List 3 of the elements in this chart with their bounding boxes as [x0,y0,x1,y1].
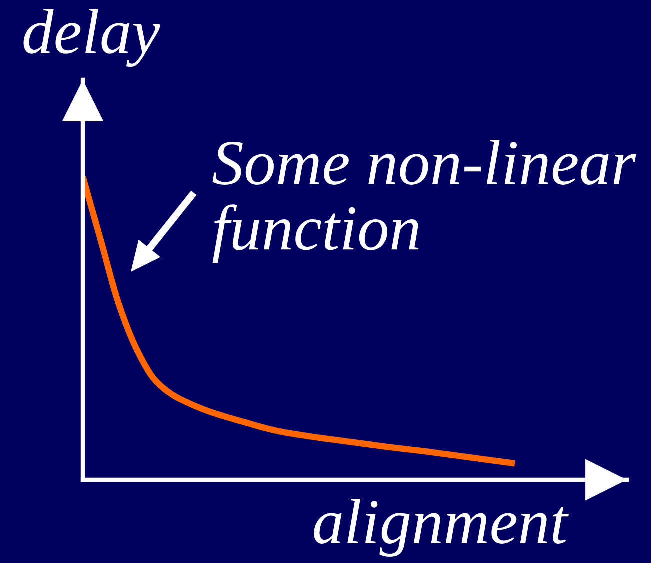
x-axis-title: alignment [314,499,570,557]
y-axis-title: delay [24,8,160,68]
annotation: Some non-linear function [212,140,636,264]
